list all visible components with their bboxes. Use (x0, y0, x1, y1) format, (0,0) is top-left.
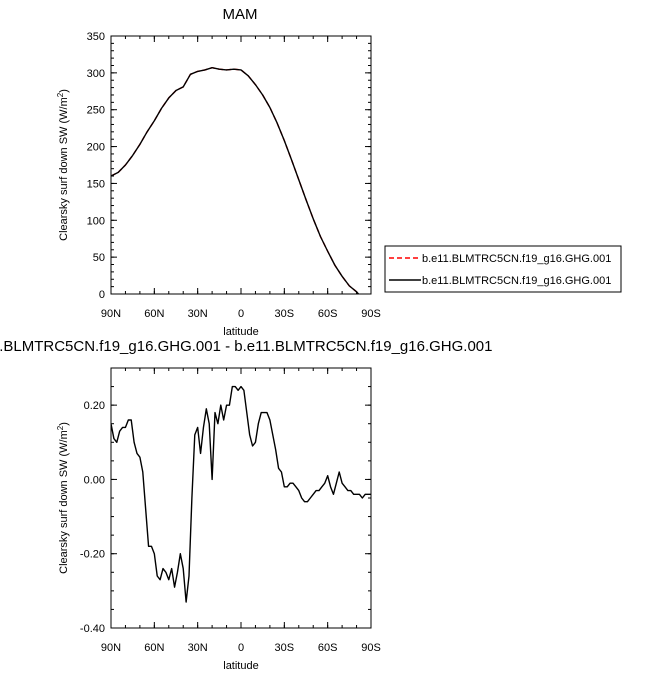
x-tick-label: 90N (101, 308, 121, 320)
y-tick-label: 150 (87, 178, 105, 190)
series-line-1 (111, 385, 371, 603)
y-tick-label: 0.20 (84, 400, 105, 412)
x-tick-label: 60N (144, 642, 164, 654)
top-chart-panel: MAM 0 50 100 150 200 250 300 350 90N 60N 30N 0 30S 6… (56, 6, 381, 338)
y-tick-label: 100 (87, 215, 105, 227)
bottom-plot-frame (110, 367, 372, 629)
top-x-axis: 90N 60N 30N 0 30S 60S 90S (101, 36, 381, 320)
legend-label: b.e11.BLMTRC5CN.f19_g16.GHG.001 (422, 275, 611, 287)
y-tick-label: 300 (87, 68, 105, 80)
x-tick-label: 30S (275, 642, 295, 654)
series-line-1 (111, 67, 360, 294)
top-series-group (111, 67, 360, 294)
bottom-x-axis: 90N 60N 30N 0 30S 60S 90S (101, 368, 381, 654)
bottom-x-axis-title: latitude (223, 660, 258, 672)
x-tick-label: 30N (188, 308, 208, 320)
y-tick-label: -0.20 (80, 549, 105, 561)
y-tick-label: 50 (93, 252, 105, 264)
x-tick-label: 30S (275, 308, 295, 320)
x-tick-label: 60S (318, 308, 338, 320)
legend-label: b.e11.BLMTRC5CN.f19_g16.GHG.001 (422, 253, 611, 265)
x-tick-label: 90S (361, 308, 381, 320)
y-tick-label: 0 (99, 289, 105, 301)
bottom-y-axis: -0.40 -0.20 0.00 0.20 (80, 367, 371, 635)
series-line-2 (111, 67, 360, 294)
x-tick-label: 0 (238, 308, 244, 320)
y-tick-label: 0.00 (84, 474, 105, 486)
y-tick-label: -0.40 (80, 623, 105, 635)
top-y-axis: 0 50 100 150 200 250 300 350 (87, 31, 371, 301)
x-tick-label: 30N (188, 642, 208, 654)
bottom-chart-title: l1.BLMTRC5CN.f19_g16.GHG.001 - b.e11.BLM… (0, 338, 492, 355)
bottom-y-axis-title: Clearsky surf down SW (W/m2) (56, 422, 70, 574)
bottom-chart-panel: l1.BLMTRC5CN.f19_g16.GHG.001 - b.e11.BLM… (0, 338, 492, 672)
x-tick-label: 60S (318, 642, 338, 654)
bottom-series-group (111, 385, 371, 603)
legend: b.e11.BLMTRC5CN.f19_g16.GHG.001 b.e11.BLM… (384, 245, 622, 293)
x-tick-label: 0 (238, 642, 244, 654)
legend-box (384, 245, 622, 293)
y-tick-label: 200 (87, 142, 105, 154)
x-tick-label: 90N (101, 642, 121, 654)
y-tick-label: 250 (87, 105, 105, 117)
top-y-axis-title: Clearsky surf down SW (W/m2) (56, 89, 70, 241)
top-plot-frame (110, 35, 372, 295)
y-tick-label: 350 (87, 31, 105, 43)
x-tick-label: 60N (144, 308, 164, 320)
top-x-axis-title: latitude (223, 326, 258, 338)
x-tick-label: 90S (361, 642, 381, 654)
top-chart-title: MAM (223, 6, 258, 23)
